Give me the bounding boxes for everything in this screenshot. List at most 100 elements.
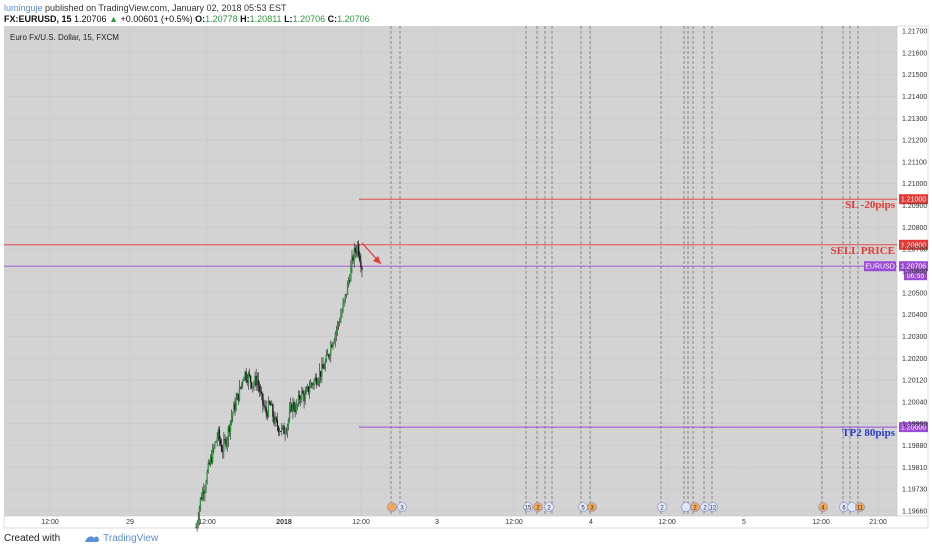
candle-body (320, 370, 322, 377)
candle-body (359, 255, 361, 261)
time-axis[interactable] (3, 515, 929, 529)
candle-body (326, 354, 329, 356)
candle-body (252, 386, 254, 388)
candle-body (212, 447, 214, 463)
candle-body (331, 344, 333, 348)
y-tick-label: 1.20040 (902, 399, 927, 406)
y-tick-label: 1.20500 (902, 290, 927, 297)
candle-body (286, 425, 289, 433)
candle-body (234, 403, 236, 411)
candle-body (275, 417, 277, 420)
publish-info: luminguje published on TradingView.com, … (4, 3, 287, 13)
publish-text: published on TradingView.com, January 02… (45, 3, 287, 13)
chart-title: Euro Fx/U.S. Dollar, 15, FXCM (10, 33, 119, 42)
candle-body (273, 416, 275, 424)
event-badge[interactable] (818, 502, 828, 512)
candle-body (196, 523, 198, 528)
candle-body (293, 402, 295, 410)
event-badge-count: 2 (693, 506, 697, 512)
event-badge-count: 5 (581, 506, 585, 512)
up-arrow-icon: ▲ (109, 14, 119, 24)
author-link[interactable]: luminguje (4, 3, 43, 13)
candle-body (340, 315, 342, 323)
open-value: 1.20778 (205, 14, 238, 24)
event-badge[interactable] (708, 502, 718, 512)
candle-body (310, 383, 312, 389)
event-badge[interactable] (847, 502, 857, 512)
event-badge[interactable] (855, 502, 865, 512)
price-tag-text: 1.20706 (901, 264, 926, 271)
symbol-tag (864, 261, 896, 272)
candle-body (361, 267, 363, 270)
symbol-ohlc-bar: FX:EURUSD, 15 1.20706 ▲ +0.00601 (+0.5%)… (4, 14, 370, 24)
tradingview-logo-icon (85, 536, 100, 542)
candle-body (281, 426, 283, 432)
x-tick-label: 12:00 (658, 519, 676, 526)
event-badge[interactable] (587, 502, 597, 512)
candle-body (334, 333, 336, 341)
y-tick-label: 1.21200 (902, 138, 927, 145)
event-badge-count: 3 (400, 506, 404, 512)
candle-body (327, 354, 330, 357)
x-tick-label: 12:00 (812, 519, 830, 526)
tradingview-brand: TradingView (103, 533, 159, 544)
event-badge[interactable] (397, 502, 407, 512)
candle-body (265, 407, 267, 414)
candle-body (205, 482, 207, 489)
candle-body (279, 431, 282, 432)
candle-body (226, 439, 228, 447)
candle-body (353, 248, 355, 261)
event-badge[interactable] (690, 502, 700, 512)
event-badge[interactable] (533, 502, 543, 512)
line-label: SELL PRICE (831, 245, 896, 257)
y-tick-label: 1.19960 (902, 421, 927, 428)
price-tag-text: 1.21000 (901, 197, 926, 204)
candle-body (295, 404, 297, 413)
event-badge-count: 15 (525, 506, 532, 512)
candle-body (304, 393, 306, 402)
y-tick-label: 1.19880 (902, 443, 927, 450)
candle-body (311, 383, 313, 385)
candle-body (249, 375, 252, 383)
candle-body (342, 303, 344, 312)
candle-body (330, 344, 332, 356)
candle-body (316, 382, 319, 385)
x-tick-label: 12:00 (41, 519, 59, 526)
event-badge-count: 6 (842, 506, 846, 512)
price-tag (899, 194, 928, 205)
candle-body (278, 431, 281, 433)
candle-body (236, 393, 238, 400)
candle-body (354, 248, 357, 253)
y-tick-label: 1.20600 (902, 269, 927, 276)
candle-body (267, 401, 270, 417)
tradingview-link[interactable]: TradingView (84, 533, 158, 544)
candle-body (224, 439, 226, 441)
candle-body (298, 395, 301, 400)
candle-body (203, 490, 205, 494)
candle-body (283, 425, 285, 435)
candle-body (300, 398, 302, 400)
candle-body (289, 404, 292, 410)
candle-body (308, 388, 311, 393)
horizontal-lines: 1.21000 SL -20pips 1.20800 SELL PRICE 1.2070… (4, 194, 928, 439)
candle-body (223, 439, 225, 452)
x-tick-label: 12:00 (198, 519, 216, 526)
candle-body (262, 393, 264, 405)
event-badge[interactable] (544, 502, 554, 512)
line-label: SL -20pips (845, 199, 896, 211)
candle-body (235, 399, 237, 411)
y-tick-label: 1.19730 (902, 487, 927, 494)
candle-body (313, 380, 315, 386)
sell-arrow-head (373, 256, 381, 264)
candle-body (344, 294, 346, 300)
event-badge[interactable] (657, 502, 667, 512)
candle-body (268, 401, 271, 404)
event-badge[interactable] (387, 502, 397, 512)
candle-body (247, 373, 250, 383)
candle-body (337, 323, 340, 324)
candle-body (248, 373, 251, 376)
event-badge[interactable] (523, 502, 533, 512)
high-value: 1.20811 (249, 14, 282, 24)
event-badge[interactable] (681, 502, 691, 512)
